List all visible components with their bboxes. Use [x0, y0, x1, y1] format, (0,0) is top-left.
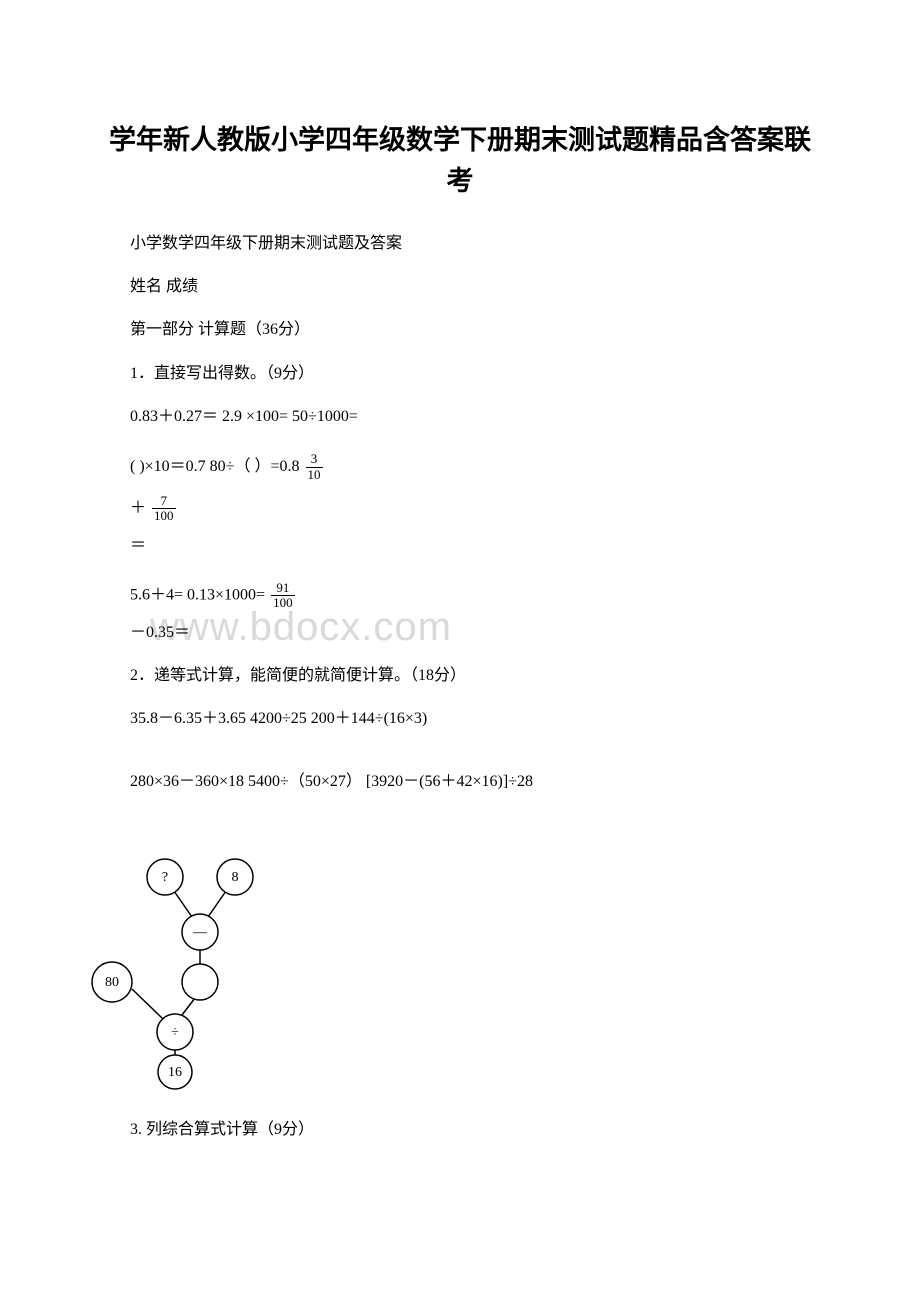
q2-row-1: 35.8－6.35＋3.65 4200÷25 200＋144÷(16×3) — [100, 701, 820, 736]
svg-text:—: — — [192, 925, 208, 940]
calc-row-5: 5.6＋4= 0.13×1000= 91100 — [100, 581, 820, 611]
calc-row-2: ( )×10＝0.7 80÷（ ）=0.8 310 — [100, 449, 820, 484]
svg-text:?: ? — [162, 870, 168, 885]
spacer — [100, 807, 820, 827]
svg-text:80: 80 — [105, 975, 119, 990]
fraction-numerator: 3 — [306, 452, 323, 467]
name-score-line: 姓名 成绩 — [100, 269, 820, 304]
q3-header: 3. 列综合算式计算（9分） — [100, 1112, 820, 1147]
plus-sign: ＋ — [130, 500, 150, 517]
calc-row-4: ＝ — [100, 528, 820, 563]
fraction-91-100: 91100 — [271, 581, 295, 611]
tree-svg: ? 8 — 80 ÷ 16 — [70, 847, 280, 1092]
tree-diagram: ? 8 — 80 ÷ 16 — [70, 847, 820, 1097]
section1-header: 第一部分 计算题（36分） — [100, 312, 820, 347]
subtitle: 小学数学四年级下册期末测试题及答案 — [100, 226, 820, 261]
svg-text:8: 8 — [232, 870, 239, 885]
spacer — [100, 744, 820, 764]
svg-text:16: 16 — [168, 1065, 182, 1080]
fraction-numerator: 7 — [152, 494, 176, 509]
document-content: 学年新人教版小学四年级数学下册期末测试题精品含答案联考 小学数学四年级下册期末测… — [100, 120, 820, 1147]
fraction-3-10: 310 — [306, 452, 323, 482]
calc-row-6: －0.35＝ — [100, 615, 820, 650]
fraction-7-100: 7100 — [152, 494, 176, 524]
fraction-denominator: 100 — [152, 509, 176, 523]
calc-row-5-text: 5.6＋4= 0.13×1000= — [130, 586, 269, 603]
page-title: 学年新人教版小学四年级数学下册期末测试题精品含答案联考 — [100, 120, 820, 201]
fraction-denominator: 100 — [271, 596, 295, 610]
q1-header: 1．直接写出得数。（9分） — [100, 356, 820, 391]
fraction-denominator: 10 — [306, 468, 323, 482]
calc-row-1: 0.83＋0.27＝ 2.9 ×100= 50÷1000= — [100, 399, 820, 434]
fraction-numerator: 91 — [271, 581, 295, 596]
calc-row-3: ＋ 7100 — [100, 494, 820, 524]
calc-row-2-text: ( )×10＝0.7 80÷（ ）=0.8 — [130, 458, 304, 475]
q2-header: 2．递等式计算，能简便的就简便计算。（18分） — [100, 658, 820, 693]
svg-text:÷: ÷ — [171, 1025, 179, 1040]
q2-row-2: 280×36－360×18 5400÷（50×27） [3920－(56＋42×… — [100, 764, 820, 799]
